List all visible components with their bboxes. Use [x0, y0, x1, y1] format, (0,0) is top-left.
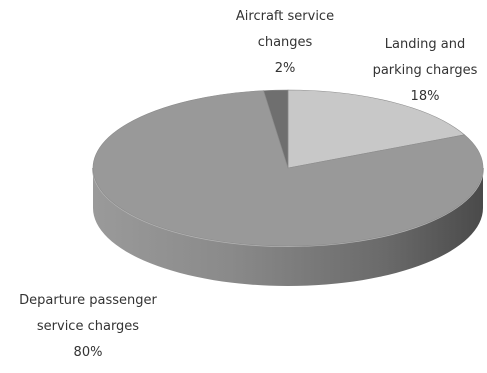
slice-label-aircraft-service: Aircraft service changes 2%: [205, 4, 365, 82]
slice-label-aircraft-service-line2: changes: [257, 35, 313, 50]
slice-label-landing-parking-line2: parking charges: [372, 63, 478, 78]
slice-label-departure-passenger: Departure passenger service charges 80%: [8, 288, 168, 366]
slice-label-departure-passenger-line1: Departure passenger: [19, 293, 157, 308]
slice-label-aircraft-service-line1: Aircraft service: [235, 9, 335, 24]
pie-slice-0: [287, 89, 466, 169]
pie-slice-2: [263, 89, 289, 169]
slice-label-landing-parking-line1: Landing and: [384, 37, 466, 52]
slice-value-departure-passenger: 80%: [73, 345, 103, 360]
slice-label-landing-parking: Landing and parking charges 18%: [360, 32, 487, 110]
slice-value-aircraft-service: 2%: [274, 61, 296, 76]
slice-label-departure-passenger-line2: service charges: [36, 319, 140, 334]
slice-value-landing-parking: 18%: [410, 89, 440, 104]
pie-slice-1: [92, 90, 484, 247]
pie-slices: [92, 89, 484, 247]
pie-side-surface: [93, 168, 483, 286]
